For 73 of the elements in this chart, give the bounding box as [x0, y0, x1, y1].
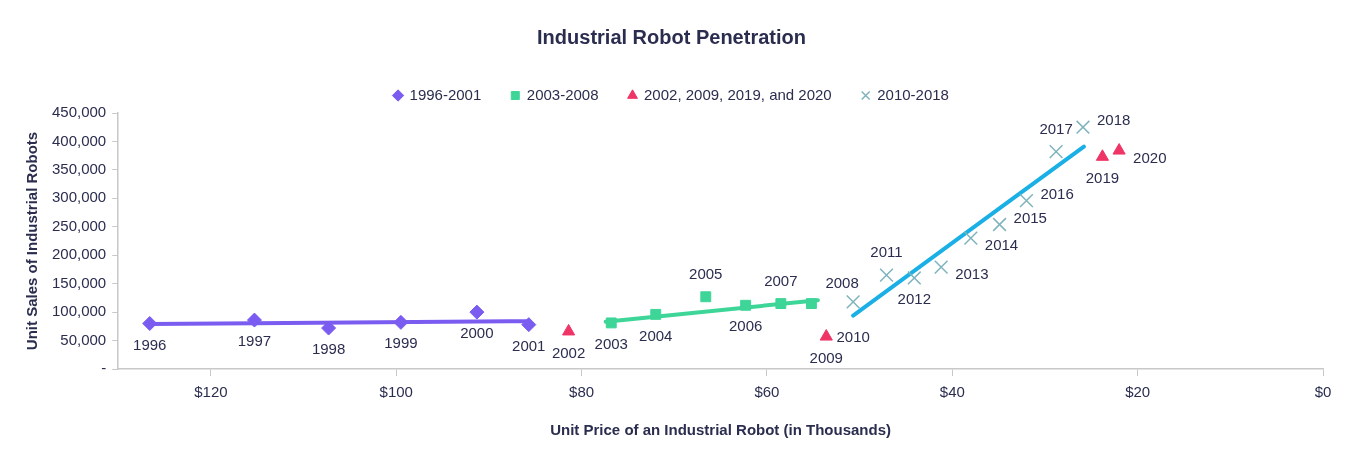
y-tick-label: 50,000: [60, 330, 107, 348]
chart-title: Industrial Robot Penetration: [537, 25, 806, 48]
point: [907, 270, 922, 286]
legend-label: 1996-2001: [409, 85, 482, 103]
annotation: 2015: [1013, 208, 1047, 226]
point: [846, 294, 861, 309]
annotation: 2011: [870, 243, 903, 261]
annotation: 2005: [689, 264, 723, 282]
annotation: 2000: [460, 324, 494, 342]
annotation: 1999: [384, 334, 418, 352]
annotation: 2008: [825, 273, 859, 291]
point: [934, 260, 949, 275]
x-tick-label: $20: [1125, 383, 1151, 401]
annotation: 2016: [1040, 184, 1074, 202]
x-tick-label: $120: [194, 383, 228, 401]
annotation: 2004: [639, 326, 673, 344]
y-axis-title: Unit Sales of Industrial Robots: [23, 131, 41, 351]
annotation: 1998: [311, 340, 346, 358]
point: [1019, 193, 1034, 208]
point: [605, 317, 617, 329]
y-tick-label: 450,000: [51, 103, 107, 121]
legend-label: 2003-2008: [526, 85, 599, 103]
y-tick-label: 250,000: [51, 216, 107, 234]
point: [1048, 144, 1064, 159]
point: [879, 268, 894, 283]
y-tick-label: 400,000: [51, 131, 107, 149]
annotation: 1997: [237, 332, 272, 350]
annotation: 2002: [551, 343, 586, 361]
x-tick-label: $80: [569, 383, 595, 401]
point: [700, 291, 712, 303]
annotation: 2003: [594, 335, 628, 353]
point: [805, 298, 817, 310]
annotation: 2006: [728, 317, 763, 335]
annotation: 2001: [512, 336, 546, 354]
annotation: 2012: [897, 290, 931, 308]
point: [819, 329, 833, 341]
y-tick-label: 100,000: [51, 302, 107, 320]
annotation: 2017: [1039, 119, 1073, 137]
annotation: 1996: [133, 335, 167, 353]
point: [142, 315, 158, 331]
y-tick-label: 150,000: [51, 273, 107, 291]
point: [1112, 143, 1126, 155]
annotation: 2018: [1096, 111, 1131, 129]
point: [740, 299, 752, 311]
y-tick-label: -: [101, 359, 107, 377]
x-tick-label: $0: [1314, 383, 1332, 401]
annotation: 2013: [955, 265, 989, 283]
x-tick-label: $40: [939, 383, 965, 401]
x-tick-label: $100: [379, 383, 413, 401]
point: [521, 317, 537, 333]
point: [775, 298, 787, 310]
point: [650, 308, 662, 320]
annotation: 2009: [809, 348, 843, 366]
x-tick-label: $60: [754, 383, 780, 401]
point: [963, 231, 978, 246]
annotation: 2019: [1085, 168, 1120, 186]
point: [469, 304, 485, 320]
y-tick-label: 200,000: [51, 245, 107, 263]
legend-label: 2010-2018: [877, 85, 949, 103]
annotation: 2020: [1133, 148, 1167, 166]
y-tick-label: 350,000: [51, 160, 107, 178]
annotation: 2007: [764, 271, 798, 289]
point: [393, 314, 409, 330]
y-tick-label: 300,000: [51, 188, 107, 206]
legend-label: 2002, 2009, 2019, and 2020: [644, 85, 832, 103]
x-axis-title: Unit Price of an Industrial Robot (in Thousands): [550, 421, 892, 439]
point: [562, 323, 576, 336]
annotation: 2010: [836, 328, 870, 346]
point: [992, 217, 1007, 232]
point: [1075, 120, 1091, 135]
point: [1095, 149, 1109, 161]
annotation: 2014: [984, 236, 1019, 254]
point: [246, 312, 262, 328]
